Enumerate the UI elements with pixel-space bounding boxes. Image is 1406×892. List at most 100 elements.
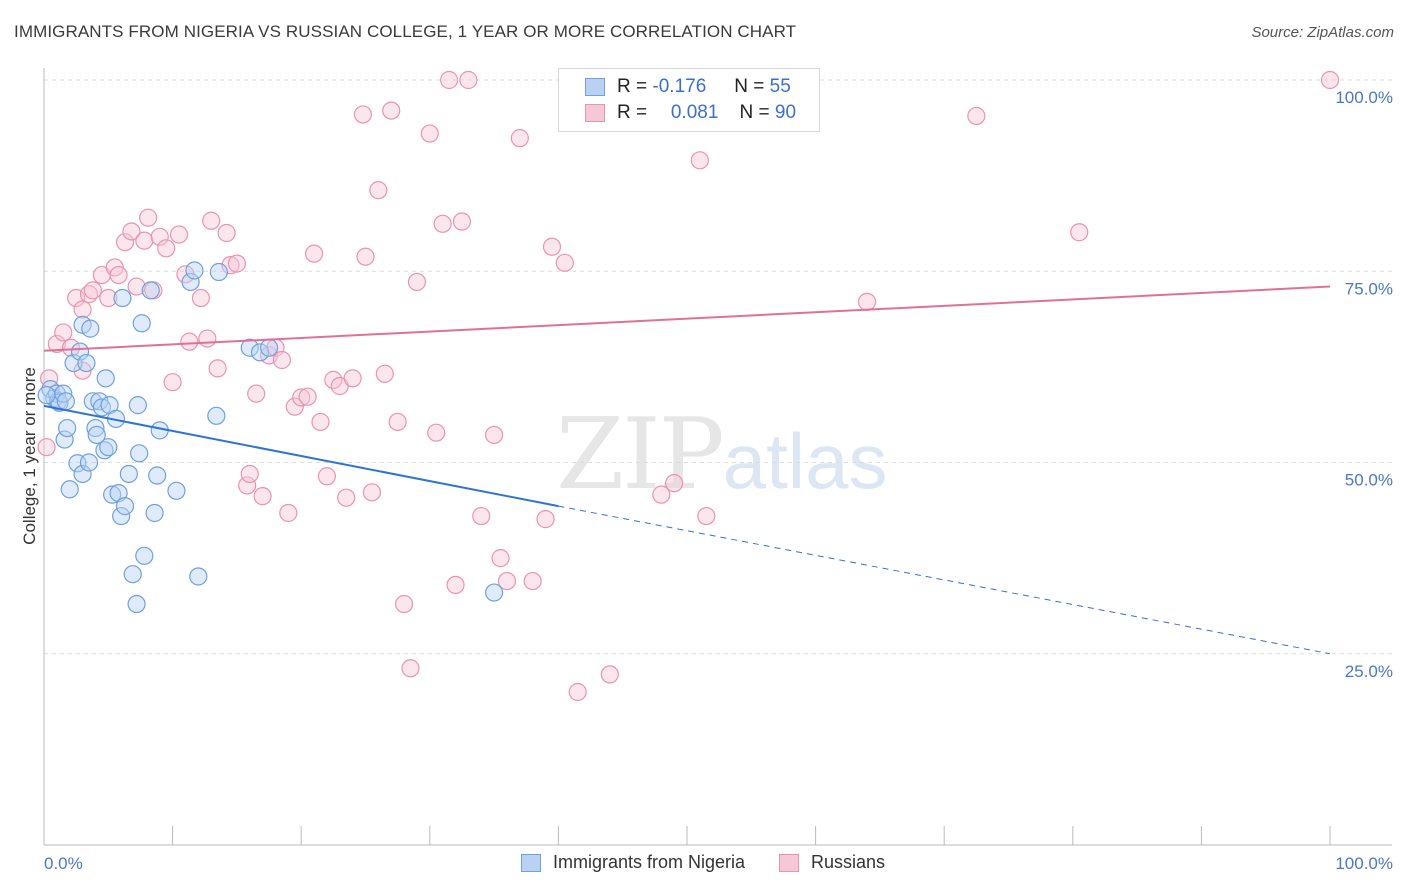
legend-r-label: R = <box>617 76 648 97</box>
legend-item-russians[interactable]: Russians <box>779 852 885 873</box>
russians-point <box>304 244 324 263</box>
nigeria-point <box>70 342 90 361</box>
russians-point <box>857 292 877 311</box>
nigeria-point <box>99 438 118 457</box>
russians-point <box>169 225 189 244</box>
legend-label-nigeria: Immigrants from Nigeria <box>552 852 745 872</box>
russians-point <box>247 384 266 403</box>
legend-swatch-blue <box>520 853 541 872</box>
watermark-atlas: atlas <box>722 417 888 505</box>
russians-point <box>472 506 491 526</box>
russians-point <box>362 483 382 502</box>
legend-r-label: R = <box>617 102 648 123</box>
russians-point <box>697 506 716 526</box>
russians-point <box>150 227 169 246</box>
russians-point <box>54 323 73 342</box>
nigeria-point <box>250 343 270 362</box>
russians-point <box>523 571 542 591</box>
nigeria-point <box>145 503 164 523</box>
legend-n-value: 90 <box>774 102 797 123</box>
nigeria-point <box>141 281 160 300</box>
legend-n-label: N = <box>739 102 770 123</box>
russians-point <box>388 412 407 432</box>
russians-point <box>369 181 388 200</box>
axes <box>43 68 1392 846</box>
legend-r-value: -0.176 <box>652 76 707 97</box>
x-tick-label-min: 0.0% <box>44 854 83 873</box>
nigeria-point <box>60 480 79 499</box>
nigeria-point <box>185 261 204 280</box>
nigeria-point <box>103 485 122 504</box>
nigeria-point <box>189 567 208 586</box>
y-tick-label: 25.0% <box>1345 662 1393 681</box>
russians-points <box>37 70 1340 702</box>
russians-trend-line <box>43 285 1331 352</box>
russians-point <box>61 338 81 357</box>
nigeria-point <box>135 546 154 565</box>
nigeria-point <box>79 453 99 472</box>
russians-point <box>536 510 555 529</box>
russians-point <box>99 288 118 308</box>
legend-n-label: N = <box>734 76 765 97</box>
russians-point <box>652 485 671 504</box>
russians-point <box>401 659 420 678</box>
nigeria-point <box>240 338 259 357</box>
russians-point <box>427 423 446 442</box>
russians-point <box>356 247 375 266</box>
russians-point <box>407 272 427 292</box>
nigeria-points <box>37 261 504 614</box>
nigeria-point <box>56 392 75 411</box>
nigeria-point <box>148 466 167 485</box>
nigeria-trend-line <box>43 404 559 508</box>
nigeria-point <box>123 565 142 584</box>
russians-point <box>433 214 452 233</box>
russians-point <box>510 129 529 148</box>
russians-point <box>221 256 240 275</box>
russians-point <box>1070 223 1089 242</box>
russians-point <box>253 487 272 506</box>
nigeria-point <box>181 272 200 292</box>
russians-point <box>240 464 259 484</box>
legend-r-value: 0.081 <box>670 102 719 123</box>
nigeria-point <box>77 353 96 373</box>
russians-point <box>122 222 141 241</box>
russians-point <box>157 239 176 258</box>
legend-swatch-blue <box>585 78 605 96</box>
legend-row-russians: R = 0.081 N = 90 <box>559 100 796 126</box>
nigeria-point <box>64 353 83 373</box>
russians-point <box>491 549 510 568</box>
watermark-zip: ZIP <box>556 398 725 512</box>
nigeria-point <box>37 386 56 405</box>
russians-point <box>382 101 401 120</box>
russians-point <box>452 212 472 231</box>
legend-item-nigeria[interactable]: Immigrants from Nigeria <box>520 852 745 873</box>
russians-point <box>83 281 102 300</box>
russians-point <box>37 438 56 457</box>
legend-swatch-pink <box>585 104 605 122</box>
russians-point <box>73 300 92 319</box>
russians-point <box>198 329 217 348</box>
legend-n-value: 55 <box>769 76 791 97</box>
nigeria-point <box>130 444 149 463</box>
legend-row-nigeria: R = -0.176 N = 55 <box>559 74 791 100</box>
y-tick-label: 50.0% <box>1345 471 1393 490</box>
legend-stats: R = -0.176 N = 55 R = 0.081 N = 90 <box>558 68 820 132</box>
nigeria-point <box>128 396 147 415</box>
nigeria-point <box>259 338 279 357</box>
nigeria-point <box>127 594 146 614</box>
russians-point <box>202 211 221 230</box>
russians-point <box>272 350 292 370</box>
chart-title: IMMIGRANTS FROM NIGERIA VS RUSSIAN COLLE… <box>14 22 797 41</box>
nigeria-point <box>112 506 131 526</box>
russians-point <box>446 575 465 595</box>
nigeria-point <box>115 497 135 516</box>
russians-point <box>279 503 298 523</box>
russians-point <box>343 369 362 388</box>
russians-point <box>375 364 394 383</box>
source-label: Source: ZipAtlas.com <box>1251 24 1394 41</box>
russians-point <box>568 682 587 702</box>
russians-point <box>420 124 439 143</box>
y-tick-label: 100.0% <box>1335 88 1393 107</box>
nigeria-point <box>485 583 504 602</box>
